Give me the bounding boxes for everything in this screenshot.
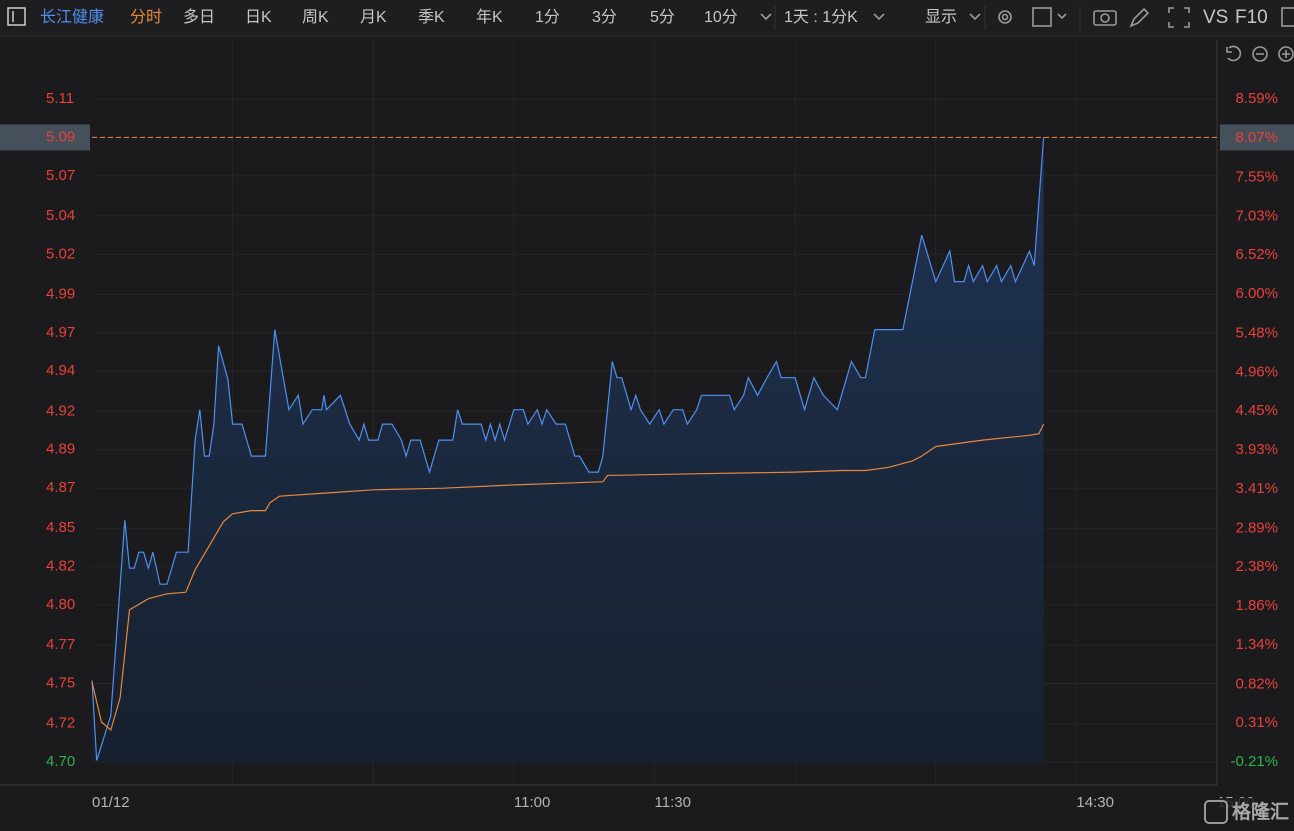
settings-icon-core [1001, 13, 1009, 21]
y-tick-label: 4.87 [46, 479, 75, 496]
y2-tick-label: 2.38% [1235, 558, 1278, 575]
y2-tick-label: 1.86% [1235, 597, 1278, 614]
y-tick-label: 4.70 [46, 753, 75, 770]
y-tick-label: 5.09 [46, 128, 75, 145]
y2-tick-label: 6.52% [1235, 246, 1278, 263]
current-pct-box [1220, 124, 1294, 151]
fullscreen-icon[interactable] [1168, 7, 1190, 28]
y2-tick-label: 6.00% [1235, 285, 1278, 302]
watermark-bg [1198, 798, 1294, 831]
layout-icon[interactable] [1032, 7, 1052, 27]
y-tick-label: 5.07 [46, 167, 75, 184]
display-menu[interactable]: 显示 [925, 9, 957, 26]
y2-tick-label: 3.93% [1235, 441, 1278, 458]
price-line [91, 137, 1045, 761]
y2-tick-label: -0.21% [1230, 753, 1278, 770]
camera-icon[interactable] [1093, 10, 1117, 26]
tab[interactable]: 10分 [704, 8, 738, 26]
y2-tick-label: 7.03% [1235, 208, 1278, 225]
price-area [92, 137, 1044, 762]
y-tick-label: 4.99 [46, 285, 75, 302]
tab[interactable]: 多日 [183, 8, 215, 26]
y2-tick-label: 3.41% [1235, 480, 1278, 497]
symbol[interactable]: 长江健康 [40, 8, 104, 26]
tab[interactable]: 周K [302, 9, 329, 26]
zoom-in-plus [1282, 50, 1290, 58]
y2-tick-label: 8.59% [1235, 90, 1278, 107]
y2-tick-label: 8.07% [1235, 129, 1278, 146]
f10-button[interactable]: F10 [1235, 7, 1268, 28]
sidebar-toggle[interactable] [7, 7, 26, 26]
y-tick-label: 4.82 [46, 558, 75, 575]
tab[interactable]: 3分 [592, 8, 617, 26]
draw-icon[interactable] [1129, 7, 1150, 28]
zoom-out-icon[interactable] [1252, 46, 1268, 62]
y-tick-label: 5.11 [46, 90, 74, 107]
camera-lens [1100, 13, 1110, 23]
tab[interactable]: 1分 [535, 8, 560, 26]
y2-tick-label: 1.34% [1235, 636, 1278, 653]
y-tick-label: 4.77 [46, 636, 75, 653]
tab[interactable]: 日K [245, 9, 272, 26]
watermark-logo [1204, 800, 1228, 824]
y2-tick-label: 0.31% [1235, 714, 1278, 731]
plot: 4.70 4.72 4.75 4.77 4.80 4.82 4.85 4.87 4.89 4.92… [0, 40, 1294, 811]
display-chevron[interactable] [969, 13, 981, 21]
watermark: 格隆汇 [1232, 800, 1289, 823]
period-chevron[interactable] [873, 13, 885, 21]
y-tick-label: 5.04 [46, 207, 75, 224]
tab[interactable]: 季K [418, 8, 445, 26]
y2-tick-label: 7.55% [1235, 168, 1278, 185]
y2-tick-label: 2.89% [1235, 519, 1278, 536]
tab[interactable]: 5分 [650, 8, 675, 26]
y-tick-label: 4.97 [46, 324, 75, 341]
y2-tick-label: 4.45% [1235, 402, 1278, 419]
y-tick-label: 4.94 [46, 362, 75, 379]
reset-icon[interactable] [1226, 45, 1242, 62]
toolbar [0, 0, 1294, 36]
y-tick-label: 5.02 [46, 245, 75, 262]
x-tick-label: 01/12 [92, 794, 130, 811]
tab[interactable]: 分时 [130, 8, 162, 26]
vs-button[interactable]: VS [1203, 7, 1228, 28]
average-line [91, 423, 1045, 732]
panel-icon[interactable] [1281, 7, 1294, 27]
x-tick-label: 11:00 [514, 794, 550, 811]
y-tick-label: 4.92 [46, 402, 75, 419]
x-tick-label: 14:30 [1076, 794, 1114, 811]
x-tick-label: 11:30 [655, 794, 691, 811]
y-tick-label: 4.89 [46, 441, 75, 458]
more-chevron[interactable] [760, 13, 772, 21]
tab-bar: 分时 多日 日K 周K 月K 季K 年K 1分 3分 5分 10分 [130, 8, 738, 26]
zoom-in-icon[interactable] [1278, 46, 1294, 62]
y2-tick-label: 4.96% [1235, 363, 1278, 380]
tab[interactable]: 年K [476, 8, 503, 26]
period-select[interactable]: 1天 : 1分K [784, 8, 858, 26]
y-tick-label: 4.75 [46, 674, 75, 691]
tab[interactable]: 月K [360, 9, 387, 26]
y-tick-label: 4.80 [46, 596, 75, 613]
y-tick-label: 4.72 [46, 715, 75, 732]
current-price-box [0, 124, 90, 151]
y-tick-label: 4.85 [46, 519, 75, 536]
y2-tick-label: 5.48% [1235, 324, 1278, 341]
y2-tick-label: 0.82% [1235, 675, 1278, 692]
settings-icon[interactable] [998, 10, 1012, 24]
layout-chevron[interactable] [1057, 13, 1067, 20]
